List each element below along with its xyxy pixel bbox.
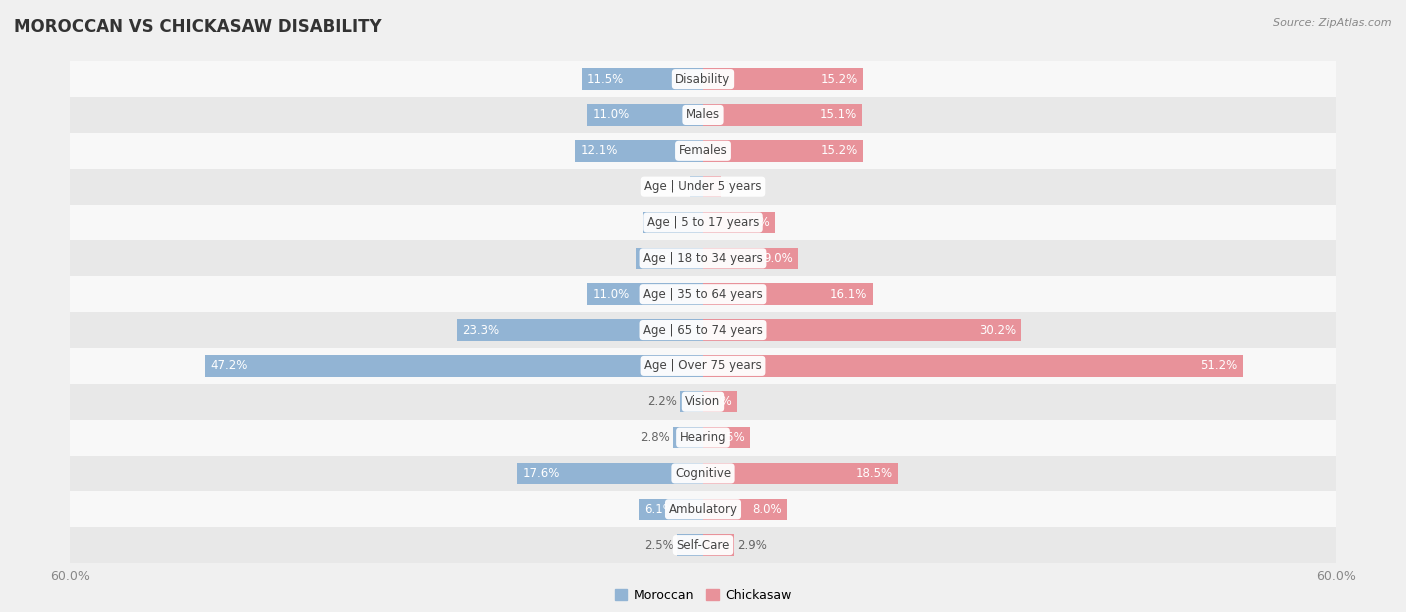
Text: 2.5%: 2.5% [644,539,673,551]
Bar [703,391,737,412]
Text: 1.7%: 1.7% [724,180,754,193]
Bar [703,319,1021,341]
Bar [703,248,799,269]
Text: 47.2%: 47.2% [211,359,247,372]
Text: Self-Care: Self-Care [676,539,730,551]
Text: 6.4%: 6.4% [641,252,671,265]
Bar [588,104,703,125]
Text: 11.0%: 11.0% [592,288,630,300]
Text: 1.2%: 1.2% [658,180,688,193]
Text: 12.1%: 12.1% [581,144,619,157]
Bar [70,491,1336,527]
Text: Age | Under 5 years: Age | Under 5 years [644,180,762,193]
Text: Age | 18 to 34 years: Age | 18 to 34 years [643,252,763,265]
Text: Source: ZipAtlas.com: Source: ZipAtlas.com [1274,18,1392,28]
Text: 17.6%: 17.6% [523,467,560,480]
Bar [582,69,703,90]
Bar [70,133,1336,169]
Text: Age | 35 to 64 years: Age | 35 to 64 years [643,288,763,300]
Text: 23.3%: 23.3% [463,324,499,337]
Text: 18.5%: 18.5% [856,467,893,480]
Text: 2.2%: 2.2% [647,395,676,408]
Bar [703,427,751,449]
Bar [643,212,703,233]
Bar [703,534,734,556]
Bar [636,248,703,269]
Bar [703,283,873,305]
Bar [588,283,703,305]
Text: 15.1%: 15.1% [820,108,858,121]
Text: 11.5%: 11.5% [588,73,624,86]
Bar [70,312,1336,348]
Bar [70,276,1336,312]
Bar [70,348,1336,384]
Bar [70,97,1336,133]
Text: Disability: Disability [675,73,731,86]
Bar [70,169,1336,204]
Bar [681,391,703,412]
Text: Ambulatory: Ambulatory [668,503,738,516]
Bar [703,355,1243,376]
Bar [575,140,703,162]
Bar [676,534,703,556]
Bar [517,463,703,484]
Text: 11.0%: 11.0% [592,108,630,121]
Text: 15.2%: 15.2% [821,73,858,86]
Bar [70,384,1336,420]
Bar [703,140,863,162]
Text: Females: Females [679,144,727,157]
Text: 5.7%: 5.7% [648,216,678,229]
Bar [457,319,703,341]
Text: Age | 65 to 74 years: Age | 65 to 74 years [643,324,763,337]
Bar [673,427,703,449]
Text: 8.0%: 8.0% [752,503,782,516]
Bar [703,463,898,484]
Text: 6.1%: 6.1% [644,503,673,516]
Bar [690,176,703,198]
Text: Age | 5 to 17 years: Age | 5 to 17 years [647,216,759,229]
Bar [703,212,775,233]
Text: 2.8%: 2.8% [641,431,671,444]
Text: 30.2%: 30.2% [979,324,1017,337]
Text: 2.9%: 2.9% [737,539,766,551]
Bar [70,61,1336,97]
Text: 51.2%: 51.2% [1201,359,1237,372]
Bar [703,104,862,125]
Bar [70,241,1336,276]
Bar [70,527,1336,563]
Bar [70,455,1336,491]
Text: Cognitive: Cognitive [675,467,731,480]
Bar [703,69,863,90]
Bar [638,499,703,520]
Bar [70,420,1336,455]
Text: Vision: Vision [685,395,721,408]
Bar [703,176,721,198]
Text: Males: Males [686,108,720,121]
Bar [70,204,1336,241]
Text: Age | Over 75 years: Age | Over 75 years [644,359,762,372]
Text: 4.5%: 4.5% [716,431,745,444]
Bar [205,355,703,376]
Text: 15.2%: 15.2% [821,144,858,157]
Text: 6.8%: 6.8% [740,216,769,229]
Text: 16.1%: 16.1% [830,288,868,300]
Legend: Moroccan, Chickasaw: Moroccan, Chickasaw [610,584,796,607]
Text: 9.0%: 9.0% [763,252,793,265]
Text: MOROCCAN VS CHICKASAW DISABILITY: MOROCCAN VS CHICKASAW DISABILITY [14,18,381,36]
Text: 3.2%: 3.2% [702,395,731,408]
Text: Hearing: Hearing [679,431,727,444]
Bar [703,499,787,520]
